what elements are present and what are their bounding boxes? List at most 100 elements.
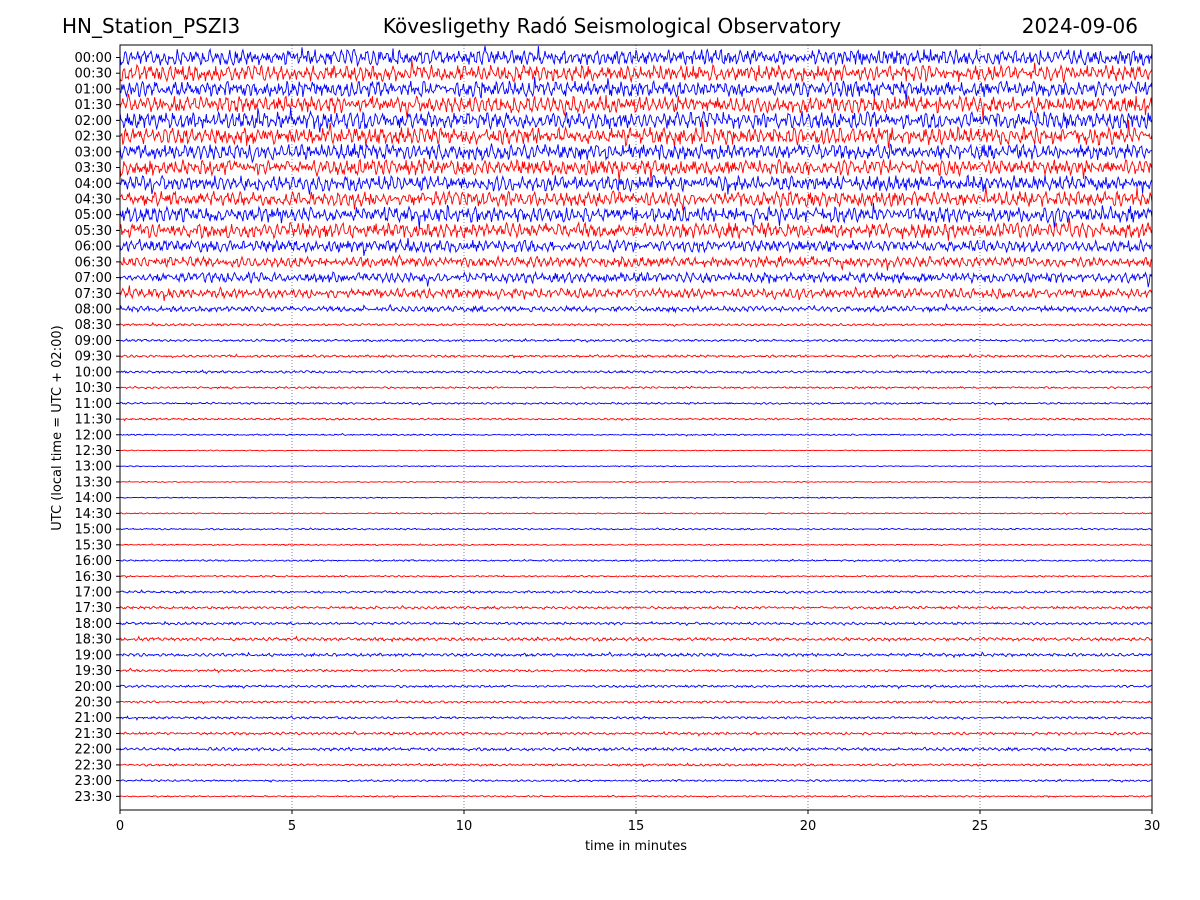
trace-17-30 [119,604,1153,611]
x-axis-label: time in minutes [585,839,687,854]
y-tick-label-33: 16:30 [75,570,112,585]
y-tick-label-37: 18:30 [75,633,112,648]
trace-00-00 [119,45,1153,68]
trace-20-00 [119,684,1152,690]
trace-07-00 [119,270,1153,288]
y-tick-label-44: 22:00 [75,743,112,758]
trace-23-00 [119,778,1153,783]
x-tick-label-0: 0 [116,819,124,834]
y-tick-label-6: 03:00 [75,145,112,160]
y-tick-label-17: 08:30 [75,318,112,333]
trace-00-30 [119,60,1153,84]
y-tick-label-24: 12:00 [75,428,112,443]
trace-16-00 [119,558,1153,563]
trace-12-30 [119,449,1153,452]
y-tick-label-43: 21:30 [75,727,112,742]
y-tick-label-25: 12:30 [75,444,112,459]
y-tick-label-36: 18:00 [75,617,112,632]
y-tick-label-20: 10:00 [75,365,112,380]
y-tick-label-45: 22:30 [75,758,112,773]
y-tick-label-19: 09:30 [75,350,112,365]
y-tick-label-28: 14:00 [75,491,112,506]
y-tick-label-16: 08:00 [75,303,112,318]
grid-lines [291,45,981,810]
trace-06-00 [119,237,1153,256]
y-tick-label-26: 13:00 [75,460,112,475]
trace-15-00 [120,527,1153,531]
y-tick-label-11: 05:30 [75,224,112,239]
y-tick-label-14: 07:00 [75,271,112,286]
x-tick-label-2: 10 [456,819,473,834]
trace-15-30 [119,543,1153,547]
y-tick-label-2: 01:00 [75,82,112,97]
trace-18-30 [119,635,1153,643]
y-tick-label-41: 20:30 [75,696,112,711]
y-tick-label-7: 03:30 [75,161,112,176]
trace-02-30 [119,119,1153,149]
x-tick-label-3: 15 [628,819,645,834]
y-tick-label-34: 17:00 [75,585,112,600]
trace-18-00 [119,620,1153,627]
trace-01-30 [119,93,1153,121]
trace-17-00 [119,589,1152,595]
trace-14-30 [119,511,1153,516]
trace-05-00 [119,202,1153,229]
y-tick-label-10: 05:00 [75,208,112,223]
trace-09-00 [120,337,1152,343]
trace-03-00 [119,143,1153,164]
y-tick-label-18: 09:00 [75,334,112,349]
x-tick-label-1: 5 [288,819,296,834]
trace-21-30 [119,730,1153,737]
y-tick-label-30: 15:00 [75,523,112,538]
trace-06-30 [119,253,1153,271]
y-tick-label-4: 02:00 [75,114,112,129]
y-tick-label-22: 11:00 [75,397,112,412]
x-tick-label-5: 25 [972,819,989,834]
y-tick-label-32: 16:00 [75,554,112,569]
trace-23-30 [119,794,1153,799]
y-tick-label-13: 06:30 [75,255,112,270]
y-tick-label-1: 00:30 [75,67,112,82]
trace-08-30 [119,321,1153,327]
trace-10-30 [119,385,1153,391]
trace-22-00 [119,746,1153,752]
x-tick-label-6: 30 [1144,819,1161,834]
y-tick-label-27: 13:30 [75,475,112,490]
y-tick-label-35: 17:30 [75,601,112,616]
trace-19-30 [119,667,1153,674]
date-title: 2024-09-06 [1021,14,1138,38]
y-tick-label-9: 04:30 [75,192,112,207]
x-tick-labels: 0 5 10 15 20 25 30 [116,810,1160,834]
y-tick-label-29: 14:30 [75,507,112,522]
y-tick-label-23: 11:30 [75,413,112,428]
trace-04-30 [120,187,1153,211]
y-axis-label: UTC (local time = UTC + 02:00) [50,325,65,530]
y-tick-label-21: 10:30 [75,381,112,396]
trace-11-00 [119,401,1153,406]
y-tick-label-3: 01:30 [75,98,112,113]
trace-01-00 [119,76,1153,102]
trace-22-30 [119,762,1153,768]
trace-21-00 [119,715,1153,721]
trace-16-30 [119,574,1153,579]
trace-20-30 [119,699,1153,705]
trace-09-30 [119,353,1152,359]
trace-14-00 [119,496,1152,500]
y-tick-label-15: 07:30 [75,287,112,302]
y-tick-label-42: 21:00 [75,711,112,726]
y-tick-label-0: 00:00 [75,51,112,66]
observatory-title: Kövesligethy Radó Seismological Observat… [382,14,842,38]
trace-12-00 [119,432,1153,437]
trace-11-30 [119,417,1153,422]
y-tick-label-8: 04:00 [75,177,112,192]
station-title: HN_Station_PSZI3 [62,14,241,38]
y-tick-label-39: 19:30 [75,664,112,679]
y-tick-label-5: 02:30 [75,130,112,145]
y-tick-label-31: 15:30 [75,538,112,553]
y-tick-label-46: 23:00 [75,774,112,789]
trace-08-00 [119,303,1153,314]
trace-07-30 [119,285,1153,301]
trace-13-30 [119,480,1153,483]
y-tick-label-12: 06:00 [75,240,112,255]
